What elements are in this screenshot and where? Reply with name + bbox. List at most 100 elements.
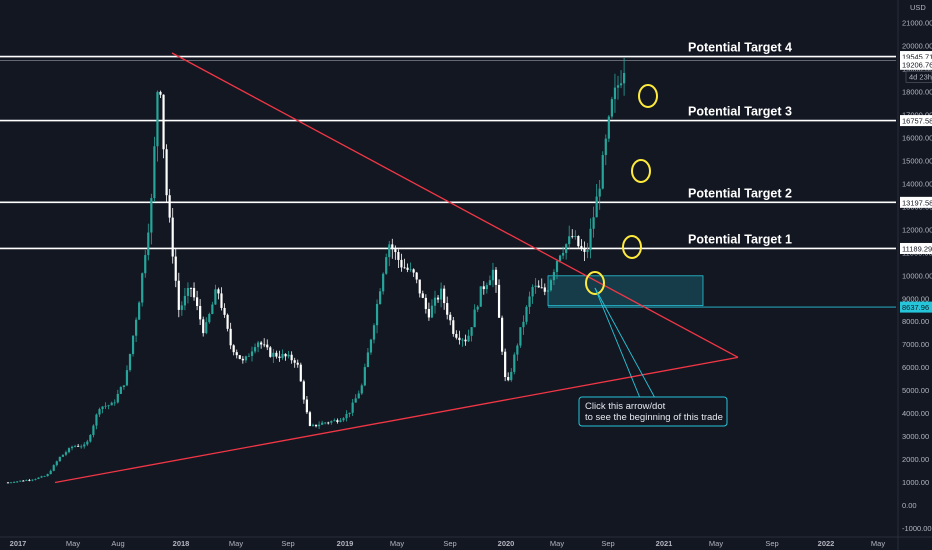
candle-body	[623, 72, 626, 84]
candle-body	[308, 412, 312, 426]
candle-body	[241, 358, 244, 361]
candle-body	[116, 393, 119, 403]
candle-body	[488, 280, 491, 286]
candle-body	[74, 445, 77, 447]
y-tick-label: 0.00	[902, 501, 917, 510]
candles	[6, 57, 626, 484]
candle-body	[299, 364, 302, 382]
candle-body	[510, 371, 513, 381]
candle-body	[269, 347, 272, 357]
y-tick-label: 18000.00	[902, 88, 932, 97]
y-tick-label: 21000.00	[902, 19, 932, 28]
candle-body	[351, 402, 354, 413]
callout-text: to see the beginning of this trade	[585, 412, 723, 423]
candle-body	[369, 339, 373, 353]
candle-body	[348, 412, 351, 414]
callout-pointer	[594, 287, 656, 399]
candle-body	[34, 478, 37, 480]
target-price-label: 16757.58	[902, 117, 932, 126]
candle-body	[238, 355, 241, 359]
candle-body	[162, 94, 165, 150]
candle-body	[25, 479, 28, 481]
candle-body	[543, 287, 546, 292]
candle-body	[366, 352, 369, 368]
candle-body	[595, 196, 598, 218]
candle-body	[223, 307, 226, 315]
candle-body	[314, 424, 318, 427]
candle-body	[55, 461, 58, 466]
candle-body	[562, 252, 565, 256]
candle-body	[214, 289, 217, 305]
candle-body	[13, 482, 16, 483]
candle-body	[473, 309, 476, 328]
candle-body	[458, 337, 461, 341]
y-tick-label: 6000.00	[902, 363, 929, 372]
candle-body	[534, 285, 537, 288]
candle-body	[391, 244, 394, 250]
candle-body	[446, 303, 449, 315]
candle-body	[467, 335, 470, 342]
candle-body	[418, 279, 421, 294]
candle-body	[110, 402, 113, 406]
candle-body	[574, 236, 577, 237]
candle-body	[507, 377, 510, 381]
candle-body	[141, 273, 144, 303]
candle-body	[49, 470, 52, 475]
candle-body	[440, 288, 443, 300]
candle-body	[613, 87, 617, 100]
candle-body	[406, 267, 409, 270]
candle-body	[592, 217, 595, 229]
candle-body	[565, 244, 568, 253]
target-price-tag	[900, 51, 932, 63]
candle-body	[485, 285, 488, 290]
candle-body	[531, 287, 534, 297]
y-tick-label: 1000.00	[902, 478, 929, 487]
candle-body	[479, 286, 482, 307]
x-tick-label: Sep	[281, 539, 294, 548]
candle-body	[281, 353, 284, 358]
candle-body	[385, 257, 388, 274]
candle-body	[305, 399, 308, 413]
candle-body	[549, 280, 552, 291]
x-tick-label: 2017	[10, 539, 27, 548]
candle-body	[333, 420, 336, 422]
candle-body	[589, 228, 592, 251]
candle-body	[119, 386, 122, 394]
candle-body	[46, 474, 49, 477]
candle-body	[89, 435, 92, 442]
candle-body	[208, 313, 211, 323]
candle-body	[278, 356, 281, 358]
candle-body	[455, 333, 458, 338]
y-tick-label: 20000.00	[902, 42, 932, 51]
candle-body	[205, 322, 208, 334]
candle-body	[555, 260, 559, 272]
candle-body	[131, 335, 135, 354]
trendlines[interactable]	[54, 52, 739, 484]
candle-body	[275, 352, 278, 357]
candle-body	[321, 422, 324, 425]
x-tick-label: Sep	[601, 539, 614, 548]
candle-body	[476, 306, 479, 310]
candle-body	[601, 155, 604, 189]
time-axis[interactable]: 2017 May Aug 2018 May Sep 2019 May Sep 2020 May Sep…	[0, 536, 932, 548]
x-tick-label: 2020	[498, 539, 515, 548]
candle-body	[52, 465, 55, 471]
candle-body	[604, 138, 607, 156]
candle-body	[226, 314, 229, 329]
y-tick-label: 16000.00	[902, 133, 932, 142]
candle-body	[379, 291, 382, 304]
price-axis[interactable]: USD -1000.00 0.00 1000.00 2000.00 3000.00 4000…	[897, 0, 932, 550]
y-tick-label: 12000.00	[902, 225, 932, 234]
consolidation-zone	[547, 275, 704, 307]
y-tick-label: 8000.00	[902, 317, 929, 326]
candle-body	[98, 409, 101, 415]
candle-body	[412, 269, 415, 273]
candle-body	[6, 482, 10, 484]
candle-body	[186, 288, 190, 296]
candle-body	[583, 248, 586, 252]
candle-body	[513, 354, 516, 372]
candle-body	[174, 256, 177, 281]
current-price-label: 19206.76	[902, 60, 932, 69]
